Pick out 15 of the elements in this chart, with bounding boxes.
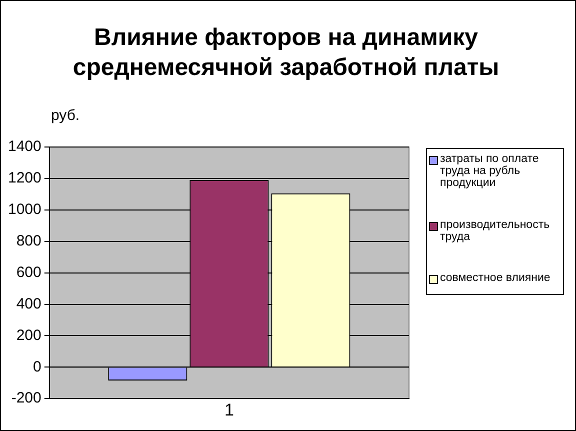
y-tick-label: -200 <box>11 390 42 407</box>
y-tick-label: 600 <box>16 264 42 281</box>
y-tick-label: 200 <box>16 326 42 344</box>
legend-label: затраты по оплате труда на рубль продукции <box>440 153 540 189</box>
y-tick-label: 800 <box>16 232 42 250</box>
y-tick-label: 0 <box>33 358 42 376</box>
y-axis-title: руб. <box>51 107 80 124</box>
y-tick-label: 1000 <box>8 201 42 218</box>
x-tick-label: 1 <box>224 400 234 420</box>
chart-title: Влияние факторов на динамику среднемесячной заработной платы <box>72 23 500 83</box>
legend-label: совместное влияние <box>440 272 550 284</box>
y-tick-label: 1400 <box>8 138 42 156</box>
y-tick-label: 400 <box>16 295 42 312</box>
legend-label: производительность труда <box>440 218 551 242</box>
y-tick-label: 1200 <box>8 170 42 187</box>
